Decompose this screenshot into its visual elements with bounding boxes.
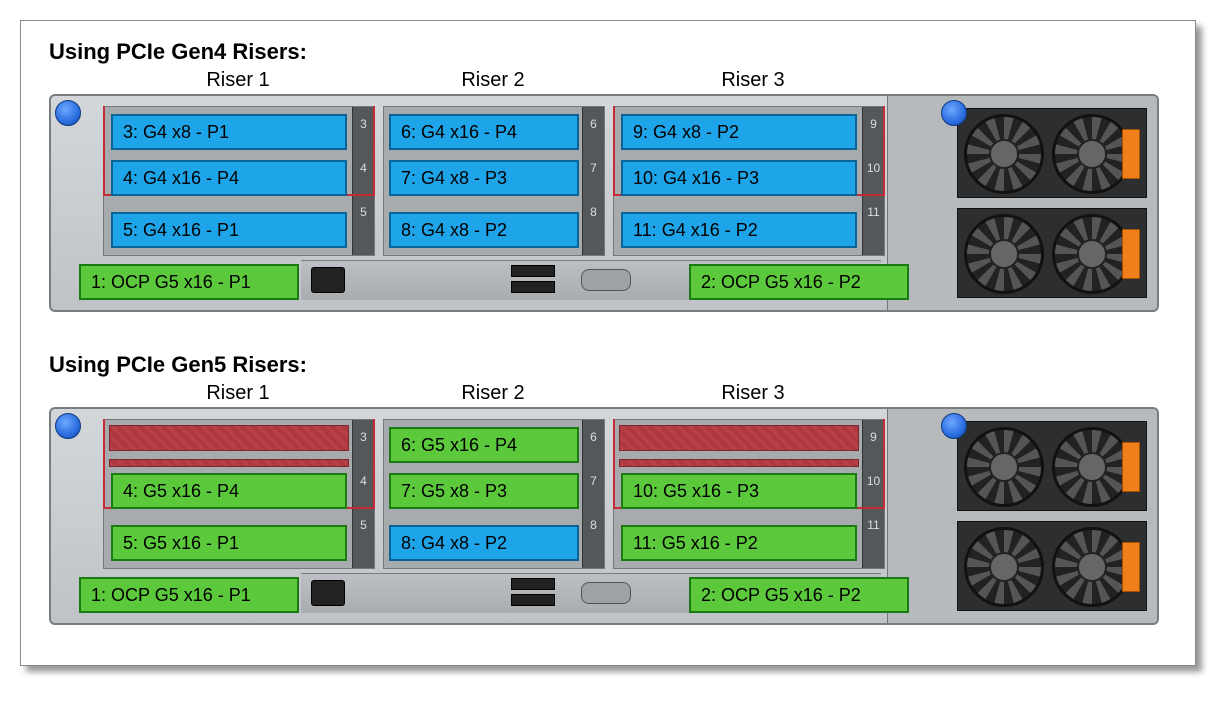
slotnum-11: 11	[863, 205, 884, 219]
ocp-slot-2: 2: OCP G5 x16 - P2	[689, 577, 909, 613]
slot-8: 8: G4 x8 - P2	[389, 212, 579, 248]
slot-5: 5: G5 x16 - P1	[111, 525, 347, 561]
slot-3: 3: G4 x8 - P1	[111, 114, 347, 150]
slotnum-11: 11	[863, 518, 884, 532]
riser2-label: Riser 2	[373, 69, 613, 92]
gen5-chassis: 3 4 5 4: G5 x16 - P4 5: G5 x16 - P1 6 7 …	[49, 407, 1159, 637]
riser3-label: Riser 3	[613, 382, 893, 405]
fan-module-top	[957, 108, 1147, 198]
rj45-port-icon	[311, 267, 345, 293]
slotnum-5: 5	[353, 205, 374, 219]
fan-module-bottom	[957, 208, 1147, 298]
slot-11: 11: G5 x16 - P2	[621, 525, 857, 561]
slot-7: 7: G4 x8 - P3	[389, 160, 579, 196]
vga-port-icon	[581, 269, 631, 291]
riser3-label: Riser 3	[613, 69, 893, 92]
ocp-slot-2: 2: OCP G5 x16 - P2	[689, 264, 909, 300]
fan-module-bottom	[957, 521, 1147, 611]
usb-port-icon	[511, 578, 555, 590]
slotnum-8: 8	[583, 518, 604, 532]
rack-ear-left	[55, 413, 81, 439]
rack-ear-right	[941, 100, 967, 126]
slot-11: 11: G4 x16 - P2	[621, 212, 857, 248]
rack-ear-right	[941, 413, 967, 439]
slotnum-6: 6	[583, 430, 604, 444]
slot-7: 7: G5 x8 - P3	[389, 473, 579, 509]
slot-10: 10: G4 x16 - P3	[621, 160, 857, 196]
slot-6: 6: G4 x16 - P4	[389, 114, 579, 150]
riser-labels-gen5: Riser 1 Riser 2 Riser 3	[103, 382, 1167, 405]
riser2-label: Riser 2	[373, 382, 613, 405]
slotnum-6: 6	[583, 117, 604, 131]
ocp-slot-1: 1: OCP G5 x16 - P1	[79, 577, 299, 613]
rack-ear-left	[55, 100, 81, 126]
riser1-label: Riser 1	[103, 382, 373, 405]
usb-port-icon	[511, 281, 555, 293]
slot-4: 4: G5 x16 - P4	[111, 473, 347, 509]
slot-10: 10: G5 x16 - P3	[621, 473, 857, 509]
fan-module-top	[957, 421, 1147, 511]
gen4-title: Using PCIe Gen4 Risers:	[49, 39, 1167, 65]
usb-port-icon	[511, 594, 555, 606]
rj45-port-icon	[311, 580, 345, 606]
slotnum-5: 5	[353, 518, 374, 532]
gen5-title: Using PCIe Gen5 Risers:	[49, 352, 1167, 378]
vga-port-icon	[581, 582, 631, 604]
usb-port-icon	[511, 265, 555, 277]
slotnum-8: 8	[583, 205, 604, 219]
riser-labels-gen4: Riser 1 Riser 2 Riser 3	[103, 69, 1167, 92]
slotnum-7: 7	[583, 474, 604, 488]
slot-5: 5: G4 x16 - P1	[111, 212, 347, 248]
diagram-frame: Using PCIe Gen4 Risers: Riser 1 Riser 2 …	[20, 20, 1196, 666]
gen4-chassis: 3 4 5 3: G4 x8 - P1 4: G4 x16 - P4 5: G4…	[49, 94, 1159, 324]
slot-9: 9: G4 x8 - P2	[621, 114, 857, 150]
slot-4: 4: G4 x16 - P4	[111, 160, 347, 196]
slot-6: 6: G5 x16 - P4	[389, 427, 579, 463]
slotnum-7: 7	[583, 161, 604, 175]
riser1-label: Riser 1	[103, 69, 373, 92]
ocp-slot-1: 1: OCP G5 x16 - P1	[79, 264, 299, 300]
slot-8: 8: G4 x8 - P2	[389, 525, 579, 561]
